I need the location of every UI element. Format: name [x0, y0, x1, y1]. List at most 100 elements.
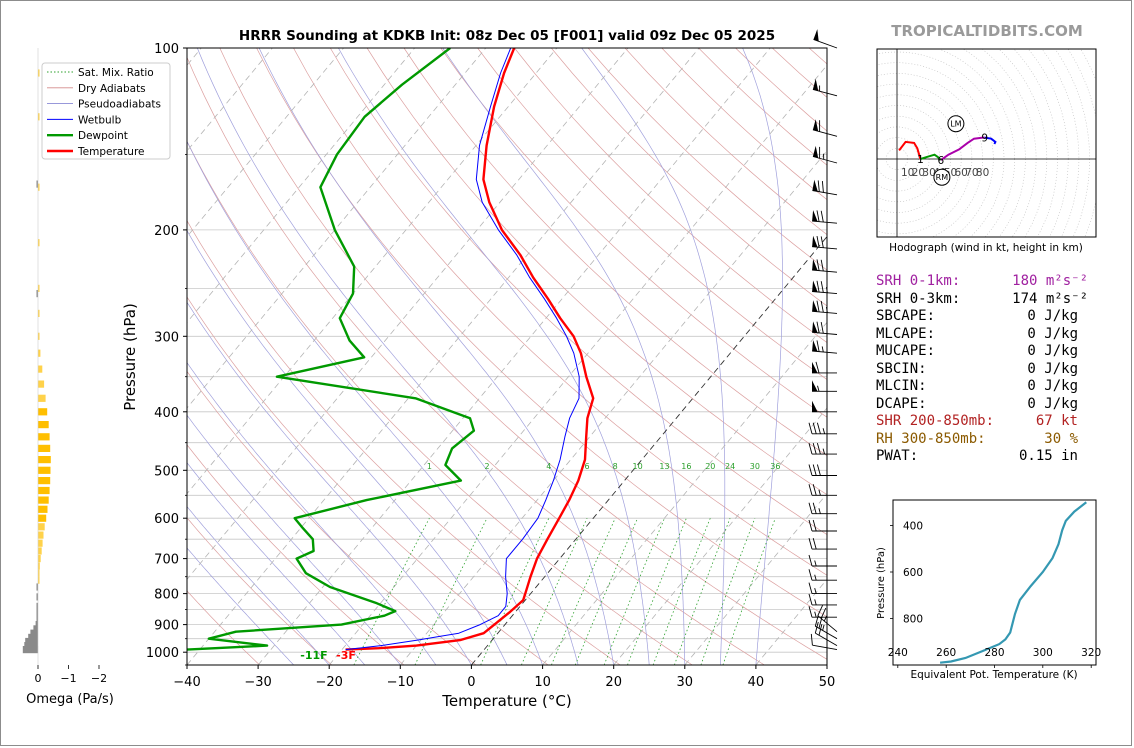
isotherm-line — [471, 235, 827, 665]
wind-barb-full — [820, 300, 824, 313]
wind-barb-full — [816, 340, 820, 352]
dry-adiabat-line — [187, 220, 621, 665]
wind-barb-full — [816, 464, 821, 476]
wind-barb — [808, 569, 837, 581]
brand-watermark: TROPICALTIDBITS.COM — [891, 22, 1083, 40]
omega-bar — [38, 531, 44, 539]
omega-tick-label: −2 — [91, 672, 107, 685]
theta-e-frame — [892, 499, 1097, 666]
wind-barb-pennant — [812, 300, 818, 312]
wind-barb — [812, 78, 838, 97]
dry-adiabat-line — [440, 48, 827, 418]
theta-e-x-tick-label: 320 — [1081, 647, 1101, 659]
isotherm-line — [328, 64, 827, 665]
wind-barb-full — [808, 519, 813, 532]
wind-barb — [808, 464, 837, 476]
mixing-ratio-line — [551, 518, 616, 665]
wind-barb-half — [821, 346, 824, 353]
wind-barb-pennant — [812, 321, 818, 333]
chart-title: HRRR Sounding at KDKB Init: 08z Dec 05 [… — [239, 28, 775, 44]
omega-bar — [38, 505, 48, 513]
wind-barb-half — [822, 624, 825, 631]
omega-bar — [36, 290, 38, 298]
wind-barb-full — [812, 519, 817, 532]
legend-label: Dry Adiabats — [78, 83, 146, 95]
omega-bar — [38, 365, 43, 373]
wind-barb-half — [825, 287, 828, 293]
mixing-ratio-label: 2 — [484, 462, 489, 471]
legend-label: Wetbulb — [78, 114, 122, 126]
wetbulb-profile-line — [345, 48, 580, 651]
skewt-y-axis-label: Pressure (hPa) — [121, 303, 139, 411]
legend-label: Pseudoadiabats — [78, 99, 161, 111]
pseudoadiabat-line — [187, 140, 543, 665]
wind-barb-pennant — [812, 380, 818, 392]
mixing-ratio-label: 30 — [750, 462, 760, 471]
wind-barb-shaft — [812, 644, 838, 651]
wind-barb — [812, 179, 838, 196]
wind-barb-shaft — [812, 310, 838, 314]
index-label: RH 300-850mb: — [876, 430, 986, 447]
wind-barb-full — [817, 605, 824, 616]
omega-bar — [38, 433, 50, 441]
index-value: 0 J/kg — [1027, 308, 1078, 324]
index-label: MUCAPE: — [876, 343, 936, 359]
wind-barb-pennant — [812, 119, 819, 132]
surface-dewpoint-label: -11F — [300, 649, 327, 662]
mixing-ratio-label: 20 — [705, 462, 715, 471]
wind-barb-full — [808, 422, 813, 434]
wind-barb-pennant — [812, 235, 818, 248]
wind-barb-full — [808, 537, 813, 550]
wind-barb-full — [816, 300, 820, 312]
legend-label: Dewpoint — [78, 130, 128, 142]
wind-barb-full — [816, 422, 821, 434]
x-tick-label: 0 — [467, 675, 475, 690]
omega-bar — [38, 183, 40, 191]
mixing-ratio-label: 1 — [427, 462, 432, 471]
wind-barb-pennant — [812, 280, 818, 292]
wind-barb-shaft — [817, 615, 838, 633]
omega-bar — [38, 523, 45, 531]
legend-label: Sat. Mix. Ratio — [78, 67, 154, 79]
mixing-ratio-line — [627, 518, 687, 665]
dry-adiabat-line — [551, 48, 827, 307]
theta-e-x-axis-label: Equivalent Pot. Temperature (K) — [910, 669, 1077, 681]
omega-bar — [36, 593, 38, 601]
wind-barb — [808, 442, 837, 455]
wind-barb — [812, 259, 838, 273]
wind-barb-full — [815, 361, 820, 374]
omega-bar — [38, 496, 49, 504]
hodograph-trace — [920, 153, 942, 161]
omega-bar — [38, 349, 41, 357]
mixing-ratio-label: 24 — [725, 462, 735, 471]
index-value: 0 J/kg — [1027, 360, 1078, 377]
index-label: MLCIN: — [876, 378, 927, 394]
omega-bar — [38, 408, 48, 416]
wind-barb-half — [817, 385, 820, 392]
isotherm-line — [187, 48, 487, 409]
y-tick-label: 500 — [154, 464, 179, 479]
wind-barb — [812, 235, 838, 250]
wind-barb-full — [820, 259, 824, 272]
theta-e-y-axis-label: Pressure (hPa) — [876, 547, 887, 619]
x-tick-label: −20 — [315, 675, 342, 690]
isotherm-line — [257, 48, 771, 665]
index-value: 67 kt — [1035, 413, 1078, 429]
hodograph-caption: Hodograph (wind in kt, height in km) — [889, 242, 1083, 254]
mixing-ratio-labels: 1 2 4 6 8 10 13 16 20 24 30 36 — [427, 462, 781, 471]
index-value: 0 J/kg — [1027, 343, 1078, 359]
skewt-axes-frame — [186, 47, 828, 666]
index-value: 180 m²s⁻² — [1012, 273, 1088, 289]
index-row: SRH 0-3km: 174 m²s⁻² — [876, 291, 1088, 309]
theta-e-panel: 240 260 280 300 320 400 600 800 Equivalent Pot.… — [876, 499, 1101, 681]
wind-barb-full — [820, 210, 824, 223]
wind-barb — [808, 502, 837, 515]
pseudoadiabat-line — [742, 48, 783, 665]
index-label: SBCIN: — [876, 360, 927, 377]
mixing-ratio-line — [480, 518, 550, 665]
wind-barb-full — [816, 442, 821, 455]
mixing-ratio-label: 16 — [681, 462, 691, 471]
wind-barb-half — [822, 428, 826, 434]
x-tick-label: −30 — [244, 675, 271, 690]
omega-bar — [36, 583, 38, 591]
